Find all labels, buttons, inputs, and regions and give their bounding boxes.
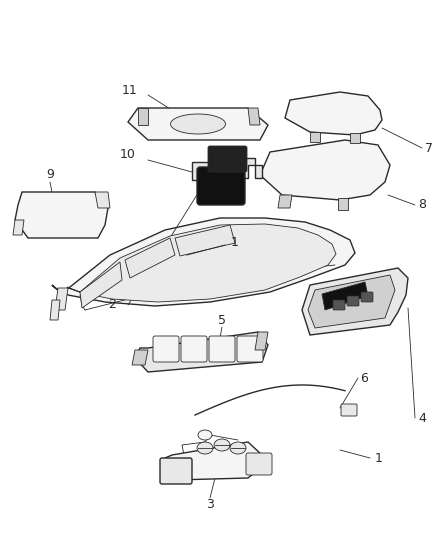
Polygon shape xyxy=(162,442,262,480)
FancyBboxPatch shape xyxy=(181,336,207,362)
Polygon shape xyxy=(138,108,148,125)
Polygon shape xyxy=(248,108,260,125)
Polygon shape xyxy=(13,220,24,235)
Text: 5: 5 xyxy=(218,313,226,327)
FancyBboxPatch shape xyxy=(208,146,247,172)
Polygon shape xyxy=(260,140,390,200)
Text: 9: 9 xyxy=(46,168,54,182)
Text: 1: 1 xyxy=(375,451,383,464)
FancyBboxPatch shape xyxy=(333,300,345,310)
Polygon shape xyxy=(302,268,408,335)
Polygon shape xyxy=(240,158,262,178)
Text: 3: 3 xyxy=(206,498,214,512)
FancyBboxPatch shape xyxy=(160,458,192,484)
Text: 4: 4 xyxy=(418,411,426,424)
Polygon shape xyxy=(322,282,368,310)
Text: 2: 2 xyxy=(108,298,116,311)
FancyBboxPatch shape xyxy=(347,296,359,306)
FancyBboxPatch shape xyxy=(153,336,179,362)
Ellipse shape xyxy=(198,430,212,440)
Polygon shape xyxy=(132,350,148,365)
Ellipse shape xyxy=(170,114,226,134)
FancyBboxPatch shape xyxy=(209,336,235,362)
Ellipse shape xyxy=(214,439,230,451)
Ellipse shape xyxy=(230,442,246,454)
FancyBboxPatch shape xyxy=(341,404,357,416)
FancyBboxPatch shape xyxy=(246,453,272,475)
Polygon shape xyxy=(128,108,268,140)
Polygon shape xyxy=(310,132,320,142)
Polygon shape xyxy=(308,275,395,328)
Polygon shape xyxy=(350,133,360,143)
Polygon shape xyxy=(50,300,60,320)
FancyBboxPatch shape xyxy=(197,167,245,205)
Polygon shape xyxy=(67,224,336,302)
FancyBboxPatch shape xyxy=(237,336,263,362)
Polygon shape xyxy=(135,332,268,372)
Text: 7: 7 xyxy=(425,141,433,155)
Polygon shape xyxy=(255,332,268,350)
Polygon shape xyxy=(55,288,68,310)
Polygon shape xyxy=(338,198,348,210)
Polygon shape xyxy=(95,192,110,208)
Text: 11: 11 xyxy=(122,84,138,96)
Polygon shape xyxy=(278,195,292,208)
Text: 10: 10 xyxy=(120,149,136,161)
Polygon shape xyxy=(80,262,122,308)
Polygon shape xyxy=(15,192,108,238)
FancyBboxPatch shape xyxy=(361,292,373,302)
Polygon shape xyxy=(175,225,235,256)
Polygon shape xyxy=(125,238,175,278)
Polygon shape xyxy=(52,218,355,306)
Text: 6: 6 xyxy=(360,372,368,384)
Text: 1: 1 xyxy=(187,236,238,255)
Ellipse shape xyxy=(197,442,213,454)
Text: 8: 8 xyxy=(418,198,426,212)
Polygon shape xyxy=(192,162,235,180)
Polygon shape xyxy=(285,92,382,135)
